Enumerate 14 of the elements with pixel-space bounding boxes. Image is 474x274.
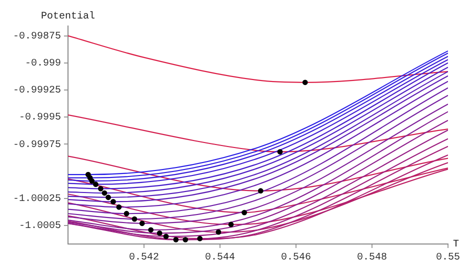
x-tick-label: 0.546 <box>280 252 312 264</box>
y-tick-label: -0.99925 <box>12 86 62 97</box>
y-tick-label: -0.99975 <box>12 140 62 151</box>
y-tick-label: -1.0005 <box>18 221 62 232</box>
y-tick-label: -0.999 <box>24 58 62 70</box>
x-axis-title: T <box>453 240 460 251</box>
y-tick-label: -1.00025 <box>12 194 62 206</box>
y-tick-label: -0.99875 <box>12 31 62 42</box>
y-tick-label: -0.9995 <box>18 112 62 124</box>
x-tick-label: 0.55 <box>436 252 460 264</box>
x-tick-label: 0.544 <box>204 252 236 264</box>
y-axis-title: Potential <box>41 10 96 23</box>
x-tick-label: 0.548 <box>356 252 388 264</box>
x-tick-label: 0.542 <box>129 252 160 264</box>
